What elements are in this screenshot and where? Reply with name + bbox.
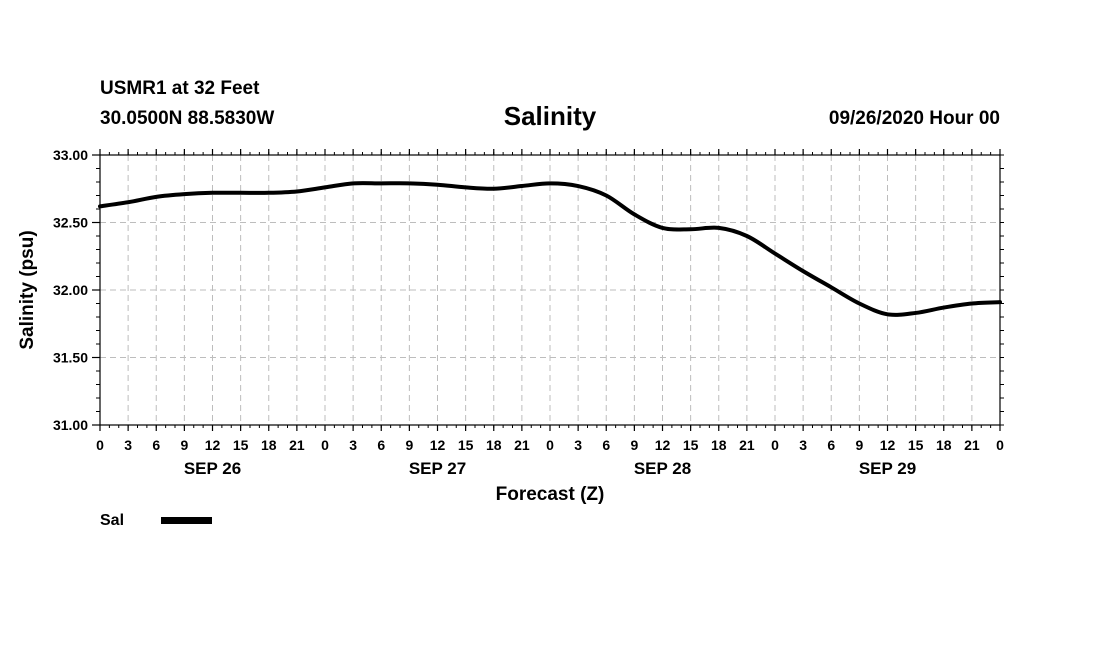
salinity-point	[548, 181, 552, 185]
legend-swatch	[161, 517, 212, 524]
day-labels: SEP 26 SEP 27 SEP 28 SEP 29	[184, 459, 916, 478]
x-axis-ticks: 0 3 6 9 12 15 18 21 0 3 6 9 12 15 18 21 0 3 6 9 12 15 18 21 0 3 6 9…	[96, 149, 1004, 453]
day-label: SEP 26	[184, 459, 241, 478]
day-label: SEP 27	[409, 459, 466, 478]
x-tick-label: 12	[655, 437, 671, 453]
x-tick-label: 21	[514, 437, 530, 453]
salinity-point	[182, 192, 186, 196]
x-tick-label: 15	[683, 437, 699, 453]
x-tick-label: 0	[771, 437, 779, 453]
day-label: SEP 29	[859, 459, 916, 478]
salinity-point	[773, 252, 777, 256]
salinity-point	[351, 181, 355, 185]
x-tick-label: 12	[205, 437, 221, 453]
x-tick-label: 9	[180, 437, 188, 453]
salinity-point	[154, 195, 158, 199]
grid	[100, 155, 1000, 425]
salinity-point	[857, 302, 861, 306]
x-tick-label: 6	[152, 437, 160, 453]
y-tick-label: 33.00	[53, 147, 88, 163]
y-tick-label: 31.00	[53, 417, 88, 433]
salinity-point	[126, 200, 130, 204]
x-tick-label: 18	[486, 437, 502, 453]
salinity-point	[407, 181, 411, 185]
x-tick-label: 0	[546, 437, 554, 453]
x-tick-label: 0	[321, 437, 329, 453]
salinity-point	[323, 185, 327, 189]
salinity-point	[886, 312, 890, 316]
x-tick-label: 3	[349, 437, 357, 453]
issued-time-label: 09/26/2020 Hour 00	[829, 108, 1000, 129]
x-tick-label: 15	[233, 437, 249, 453]
legend-label: Sal	[100, 512, 124, 529]
x-tick-label: 6	[602, 437, 610, 453]
x-tick-label: 18	[936, 437, 952, 453]
salinity-point	[717, 226, 721, 230]
salinity-point	[801, 269, 805, 273]
x-tick-label: 3	[124, 437, 132, 453]
y-axis-label: Salinity (psu)	[17, 230, 38, 349]
salinity-point	[520, 184, 524, 188]
salinity-point	[942, 306, 946, 310]
x-tick-label: 9	[630, 437, 638, 453]
x-tick-label: 6	[827, 437, 835, 453]
x-tick-label: 9	[405, 437, 413, 453]
y-axis-ticks: 33.00 32.50 32.00 31.50 31.00	[53, 147, 100, 433]
coordinates-label: 30.0500N 88.5830W	[100, 108, 274, 129]
y-tick-label: 31.50	[53, 350, 88, 366]
salinity-point	[211, 191, 215, 195]
salinity-point	[436, 183, 440, 187]
x-tick-label: 0	[996, 437, 1004, 453]
salinity-point	[661, 226, 665, 230]
y-tick-label: 32.00	[53, 282, 88, 298]
day-label: SEP 28	[634, 459, 691, 478]
salinity-point	[295, 189, 299, 193]
x-axis-label: Forecast (Z)	[496, 484, 605, 505]
salinity-point	[464, 185, 468, 189]
salinity-point	[492, 187, 496, 191]
salinity-point	[914, 311, 918, 315]
y-tick-label: 32.50	[53, 215, 88, 231]
salinity-point	[829, 285, 833, 289]
salinity-point	[689, 227, 693, 231]
x-tick-label: 21	[289, 437, 305, 453]
x-tick-label: 15	[908, 437, 924, 453]
x-tick-label: 18	[261, 437, 277, 453]
x-tick-label: 15	[458, 437, 474, 453]
x-tick-label: 21	[739, 437, 755, 453]
x-tick-label: 3	[574, 437, 582, 453]
salinity-point	[632, 212, 636, 216]
salinity-point	[998, 300, 1002, 304]
x-tick-label: 18	[711, 437, 727, 453]
salinity-point	[604, 194, 608, 198]
salinity-point	[970, 302, 974, 306]
salinity-point	[745, 234, 749, 238]
x-tick-label: 21	[964, 437, 980, 453]
salinity-series-line	[98, 181, 1002, 317]
x-tick-label: 0	[96, 437, 104, 453]
salinity-point	[98, 204, 102, 208]
chart-title: Salinity	[504, 101, 597, 131]
salinity-point	[267, 191, 271, 195]
x-tick-label: 6	[377, 437, 385, 453]
station-label: USMR1 at 32 Feet	[100, 78, 260, 99]
salinity-point	[576, 184, 580, 188]
x-tick-label: 3	[799, 437, 807, 453]
x-tick-label: 12	[880, 437, 896, 453]
salinity-point	[239, 191, 243, 195]
x-tick-label: 9	[855, 437, 863, 453]
salinity-point	[379, 181, 383, 185]
x-tick-label: 12	[430, 437, 446, 453]
